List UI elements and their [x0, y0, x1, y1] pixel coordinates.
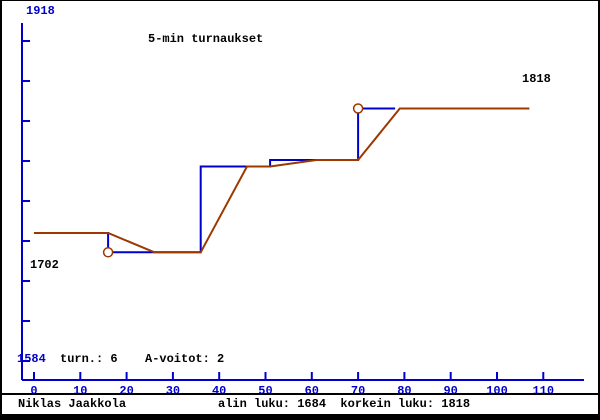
- x-axis-tick-label: 10: [73, 384, 87, 395]
- status-bar: Niklas Jaakkola alin luku: 1684 korkein …: [2, 393, 598, 414]
- a-wins-label: A-voitot: 2: [145, 352, 225, 366]
- x-axis-tick-label: 40: [212, 384, 226, 395]
- y-axis-min-label: 1584: [17, 352, 46, 366]
- start-value-label: 1702: [30, 258, 59, 272]
- tournament-rating-steps: [34, 107, 396, 254]
- x-axis-tick-label: 50: [258, 384, 272, 395]
- x-axis-tick-label: 30: [166, 384, 180, 395]
- x-axis-tick-label: 20: [119, 384, 133, 395]
- player-name: Niklas Jaakkola: [18, 397, 127, 411]
- x-axis-tick-label: 60: [305, 384, 319, 395]
- y-axis-max-label: 1918: [26, 4, 55, 18]
- x-axis-tick-label: 100: [486, 384, 508, 395]
- rating-range-text: alin luku: 1684 korkein luku: 1818: [218, 397, 471, 411]
- rating-chart: 0 10 20 30 40 50 60 70 80 90 100 110: [21, 23, 584, 395]
- a-win-marker: [352, 103, 364, 114]
- peak-value-label: 1818: [522, 72, 551, 86]
- x-axis-tick-label: 110: [532, 384, 554, 395]
- x-axis-tick-label: 80: [397, 384, 411, 395]
- published-rating-ramp: [34, 107, 530, 254]
- chart-title: 5-min turnaukset: [148, 32, 264, 46]
- x-axis-tick-label: 70: [351, 384, 365, 395]
- x-axis-tick-label: 0: [30, 384, 37, 395]
- a-win-marker: [102, 247, 114, 258]
- x-axis-tick-label: 90: [443, 384, 457, 395]
- tournament-count-label: turn.: 6: [60, 352, 118, 366]
